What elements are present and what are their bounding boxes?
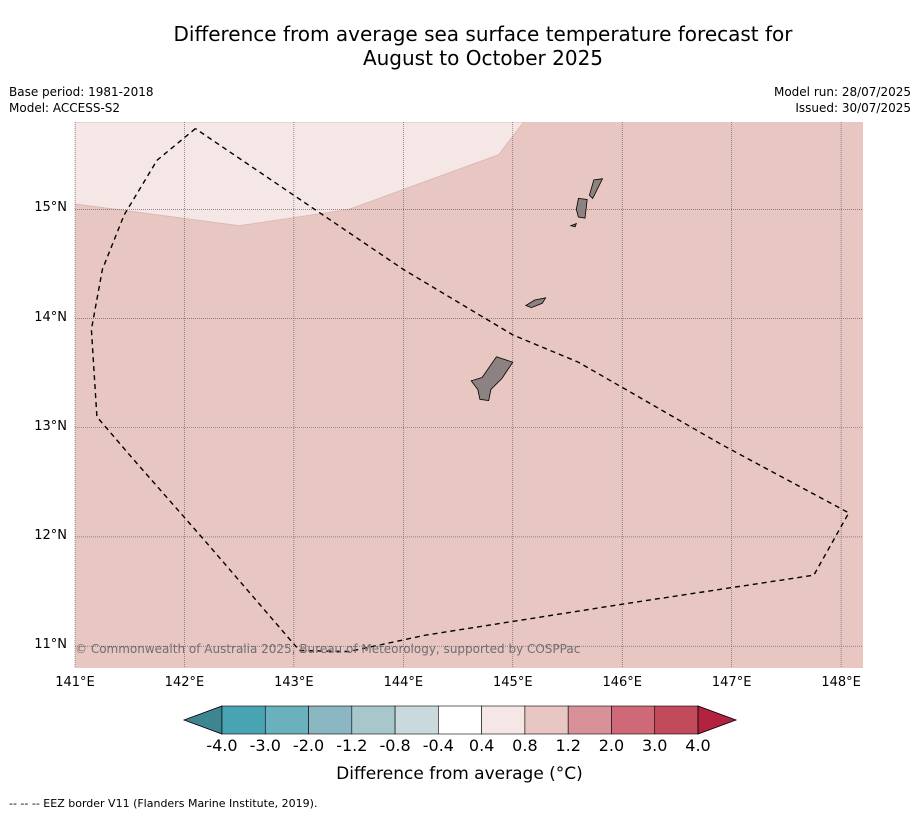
colorbar-tick-label: -3.0	[249, 736, 281, 755]
colorbar-tick-label: 0.4	[468, 736, 495, 755]
colorbar-tick-label: 4.0	[685, 736, 711, 755]
eez-footnote: -- -- -- EEZ border V11 (Flanders Marine…	[9, 797, 318, 810]
colorbar-tick-label: -4.0	[206, 736, 238, 755]
colorbar-tick-label: -0.4	[422, 736, 454, 755]
colorbar-tick-label: -1.2	[336, 736, 368, 755]
longitude-label: 142°E	[164, 675, 205, 690]
island-guam	[470, 356, 514, 401]
longitude-label: 144°E	[383, 675, 424, 690]
latitude-label: 11°N	[34, 637, 67, 653]
colorbar-title: Difference from average (°C)	[336, 764, 583, 784]
anomaly-region-lighter	[75, 122, 525, 227]
meta-right: Model run: 28/07/2025 Issued: 30/07/2025	[774, 84, 911, 116]
latitude-label: 15°N	[34, 200, 67, 216]
issued-date: Issued: 30/07/2025	[795, 101, 911, 115]
colorbar-extend-low	[182, 705, 223, 735]
title-line-2: August to October 2025	[362, 46, 604, 70]
colorbar-tick-label: 0.8	[512, 736, 538, 755]
colorbar-extend-high	[697, 705, 738, 735]
colorbar-bin	[481, 705, 526, 735]
colorbar-tick-label: -2.0	[292, 736, 325, 755]
colorbar-bin	[524, 705, 569, 735]
colorbar-bin	[308, 705, 353, 735]
colorbar-bin	[264, 705, 309, 735]
eez-border	[90, 128, 850, 653]
colorbar-tick-label: -0.8	[379, 736, 411, 755]
longitude-label: 148°E	[821, 675, 861, 690]
colorbar-tick-label: 1.2	[555, 736, 581, 755]
longitude-label: 145°E	[493, 675, 533, 690]
colorbar-tick-label: 3.0	[641, 736, 668, 755]
colorbar-bin	[654, 705, 699, 735]
longitude-label: 141°E	[55, 675, 95, 690]
longitude-label: 143°E	[274, 675, 314, 690]
island-saipan	[588, 178, 604, 200]
colorbar-bin	[611, 705, 656, 735]
colorbar-bin	[351, 705, 396, 735]
longitude-label: 147°E	[711, 675, 752, 690]
colorbar-tick-label: 2.0	[598, 736, 625, 755]
copyright-notice: © Commonwealth of Australia 2025, Bureau…	[75, 642, 581, 656]
base-period: Base period: 1981-2018	[9, 85, 154, 99]
colorbar-bin	[394, 705, 439, 735]
model-name: Model: ACCESS-S2	[9, 101, 121, 115]
island-rota	[525, 297, 547, 309]
model-run: Model run: 28/07/2025	[773, 85, 911, 99]
colorbar-bin	[438, 705, 482, 735]
island-aguijan	[569, 222, 577, 228]
latitude-label: 12°N	[34, 527, 67, 543]
island-tinian	[575, 197, 588, 219]
map-title: Difference from average sea surface temp…	[0, 22, 919, 70]
title-line-1: Difference from average sea surface temp…	[173, 22, 793, 46]
colorbar-bin	[221, 705, 266, 735]
latitude-label: 13°N	[34, 418, 67, 434]
latitude-label: 14°N	[34, 309, 67, 325]
colorbar-bin	[567, 705, 612, 735]
meta-left: Base period: 1981-2018 Model: ACCESS-S2	[9, 84, 154, 116]
longitude-label: 146°E	[602, 675, 642, 690]
